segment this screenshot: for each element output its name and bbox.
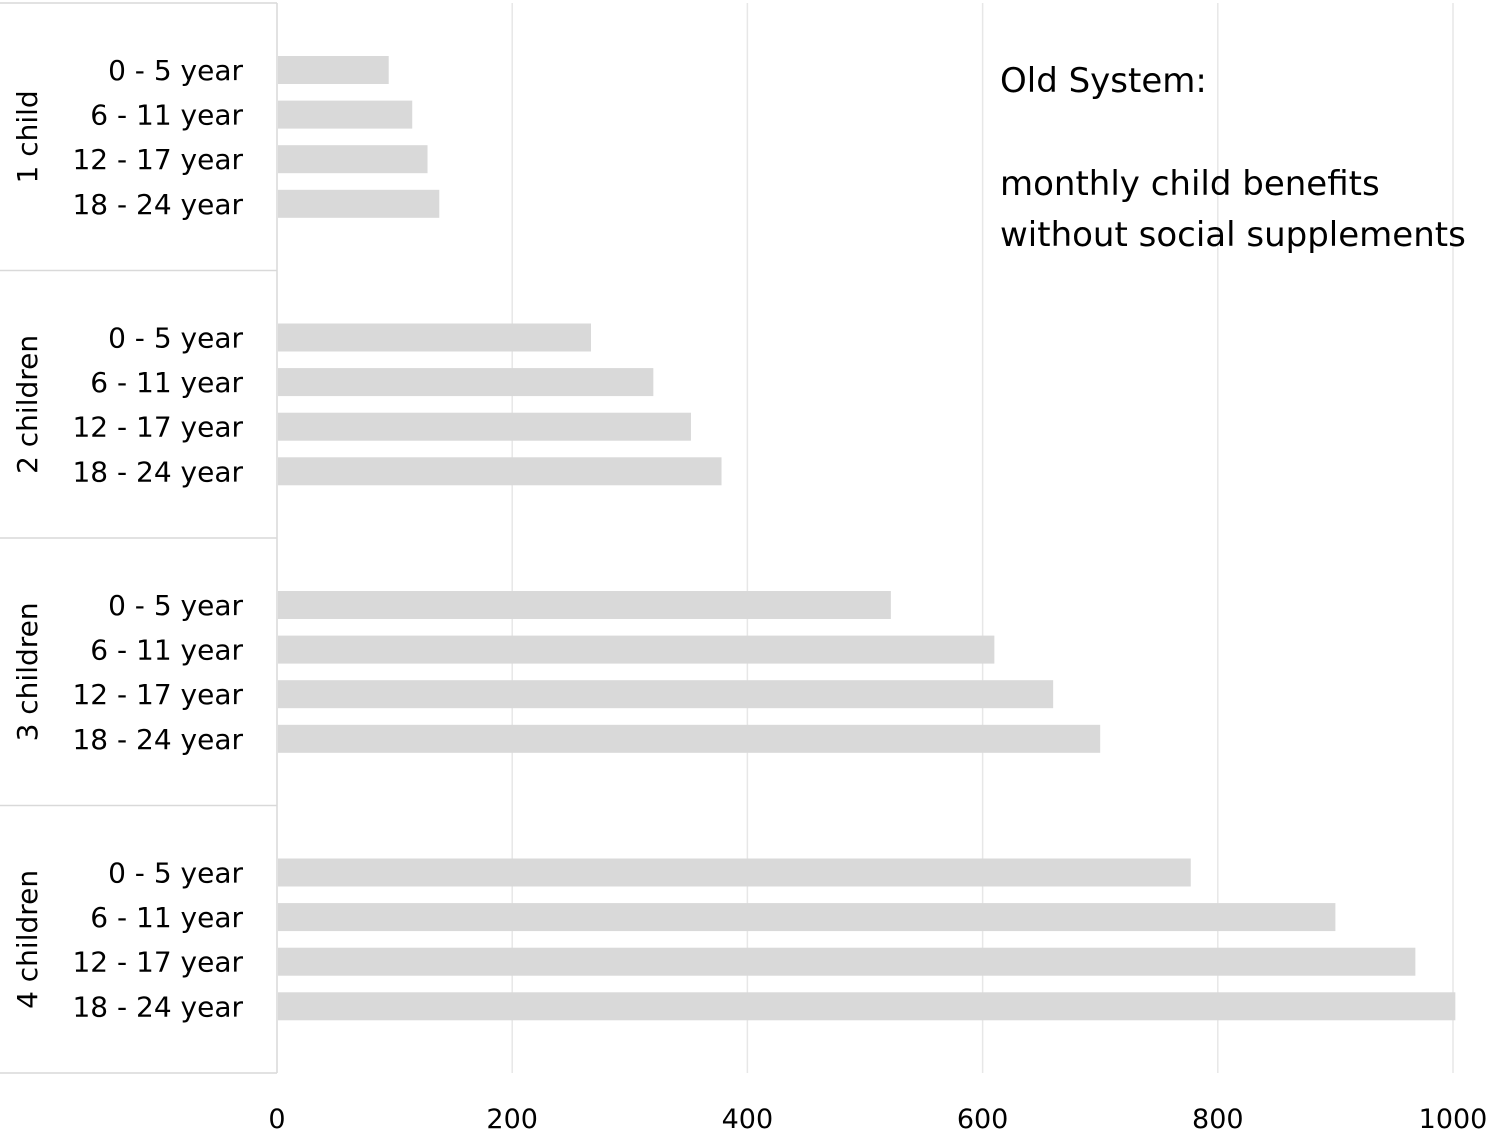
bar-2-1 xyxy=(278,323,591,352)
group-label: 1 child xyxy=(11,90,44,183)
bar-1-2 xyxy=(278,100,413,129)
category-label: 12 - 17 year xyxy=(72,143,243,176)
category-label: 6 - 11 year xyxy=(90,901,243,934)
category-label: 18 - 24 year xyxy=(72,188,243,221)
category-label: 6 - 11 year xyxy=(90,634,243,667)
bars xyxy=(278,56,1456,1021)
bar-3-3 xyxy=(278,680,1054,709)
category-label: 18 - 24 year xyxy=(72,990,243,1023)
x-tick-label-200: 200 xyxy=(486,1104,538,1131)
bar-4-1 xyxy=(278,858,1191,887)
bar-1-1 xyxy=(278,56,389,84)
bar-4-2 xyxy=(278,903,1336,932)
category-label: 18 - 24 year xyxy=(72,723,243,756)
category-label: 12 - 17 year xyxy=(72,946,243,979)
category-label: 6 - 11 year xyxy=(90,366,243,399)
annotation-line-1: monthly child benefits xyxy=(1000,164,1380,204)
bar-1-3 xyxy=(278,145,428,174)
bar-3-1 xyxy=(278,591,891,619)
x-tick-label-400: 400 xyxy=(722,1104,774,1131)
category-label: 12 - 17 year xyxy=(72,678,243,711)
category-label: 12 - 17 year xyxy=(72,411,243,444)
category-label: 0 - 5 year xyxy=(108,857,243,890)
x-tick-labels: 0 200 400 600 800 1000 xyxy=(268,1104,1487,1131)
annotation-line-2: without social supplements xyxy=(1000,215,1466,255)
bar-2-3 xyxy=(278,412,691,441)
category-label: 0 - 5 year xyxy=(108,54,243,87)
category-labels: 0 - 5 year 6 - 11 year 12 - 17 year 18 - 24… xyxy=(11,54,243,1023)
bar-4-3 xyxy=(278,947,1416,976)
annotation-heading: Old System: xyxy=(1000,61,1207,101)
category-label: 6 - 11 year xyxy=(90,99,243,132)
category-label: 0 - 5 year xyxy=(108,322,243,355)
category-label: 0 - 5 year xyxy=(108,589,243,622)
bar-1-4 xyxy=(278,189,440,218)
bar-3-4 xyxy=(278,724,1101,753)
bar-4-4 xyxy=(278,992,1456,1021)
group-label: 2 children xyxy=(11,335,44,474)
x-tick-label-0: 0 xyxy=(268,1104,285,1131)
bar-2-4 xyxy=(278,457,722,486)
bar-3-2 xyxy=(278,635,995,664)
group-label: 3 children xyxy=(11,602,44,741)
category-label: 18 - 24 year xyxy=(72,455,243,488)
x-tick-label-1000: 1000 xyxy=(1419,1104,1488,1131)
chart-annotation: Old System: monthly child benefits witho… xyxy=(1000,56,1486,261)
x-tick-label-600: 600 xyxy=(957,1104,1009,1131)
axes xyxy=(0,2,278,1074)
gridlines xyxy=(511,3,1454,1073)
x-tick-label-800: 800 xyxy=(1192,1104,1244,1131)
group-label: 4 children xyxy=(11,870,44,1009)
bar-2-2 xyxy=(278,368,654,397)
